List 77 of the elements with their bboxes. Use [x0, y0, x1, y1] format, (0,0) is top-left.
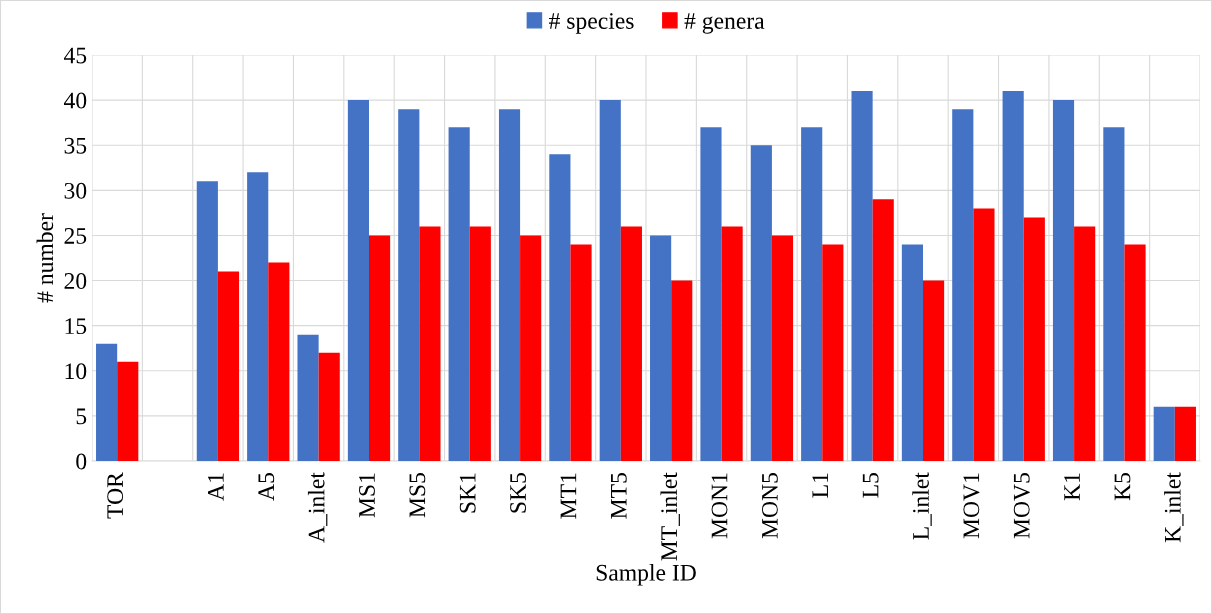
x-tick-label: SK5	[510, 473, 526, 513]
x-tick-label: L_inlet	[912, 472, 932, 540]
x-axis-title: Sample ID	[596, 564, 696, 586]
bar	[96, 343, 118, 461]
bar	[318, 352, 340, 461]
bar	[901, 244, 923, 461]
legend-label: # genera	[684, 13, 765, 34]
bar	[650, 235, 672, 461]
bar	[973, 208, 995, 461]
x-tick-label: A5	[258, 473, 275, 501]
bar	[498, 109, 521, 461]
bar	[196, 181, 218, 461]
bar	[1124, 244, 1146, 461]
x-tick-label: MON1	[711, 473, 728, 539]
x-tick-label: MOV1	[963, 473, 980, 539]
y-tick-label: 0	[76, 453, 87, 470]
x-tick-label: MT1	[560, 473, 577, 519]
bar	[520, 235, 542, 461]
x-tick-label: MON5	[761, 473, 778, 539]
bar	[369, 235, 391, 461]
bar	[1174, 406, 1196, 461]
bar	[1153, 406, 1175, 461]
bar	[217, 271, 240, 461]
x-tick-label: L5	[862, 473, 879, 498]
bar	[620, 226, 642, 461]
x-tick-label: L1	[812, 473, 828, 498]
y-tick-label: 30	[64, 182, 87, 199]
bar	[549, 154, 571, 461]
bar	[801, 127, 823, 461]
y-tick-label: 25	[64, 228, 87, 244]
bar	[117, 361, 139, 461]
bar	[1052, 100, 1075, 461]
bar	[822, 244, 844, 461]
bar	[851, 91, 873, 461]
x-tick-label: MT5	[611, 473, 627, 519]
y-tick-label: 40	[63, 92, 87, 109]
bar	[700, 127, 722, 461]
y-tick-label: 15	[65, 318, 87, 335]
bar	[1002, 91, 1024, 461]
y-tick-label: 45	[63, 47, 87, 64]
bar	[1023, 217, 1045, 461]
x-tick-label: K1	[1064, 473, 1080, 501]
y-tick-label: 20	[64, 273, 87, 289]
x-tick-label: MS1	[359, 473, 375, 518]
bar	[247, 172, 269, 461]
legend-label: # species	[549, 13, 634, 34]
bar	[297, 334, 319, 461]
x-tick-label: SK1	[459, 473, 476, 513]
x-tick-label: MOV5	[1013, 473, 1030, 539]
x-tick-label: K5	[1114, 473, 1131, 501]
x-tick-label: MS5	[409, 473, 426, 518]
y-tick-label: 10	[65, 363, 87, 380]
bar	[347, 100, 369, 461]
x-tick-label: MT_inlet	[660, 472, 680, 561]
bar	[599, 100, 621, 461]
bar	[671, 280, 693, 461]
bar	[448, 127, 470, 461]
x-tick-label: A_inlet	[307, 472, 328, 543]
bar	[268, 262, 290, 461]
bar	[570, 244, 592, 461]
bar	[1074, 226, 1096, 461]
y-tick-label: 5	[76, 408, 87, 425]
bar	[1103, 127, 1125, 461]
bar	[750, 145, 772, 461]
bar	[771, 235, 794, 461]
x-tick-label: A1	[208, 473, 224, 501]
y-tick-label: 35	[64, 137, 87, 154]
bar	[398, 109, 420, 461]
bar	[872, 199, 894, 461]
bar	[952, 109, 974, 461]
bar	[469, 226, 491, 461]
bar	[721, 226, 743, 461]
y-axis-title: # number	[36, 213, 54, 303]
bar	[419, 226, 441, 461]
x-tick-label: K_inlet	[1164, 472, 1184, 543]
x-tick-label: TOR	[107, 472, 124, 519]
bar	[923, 280, 945, 461]
